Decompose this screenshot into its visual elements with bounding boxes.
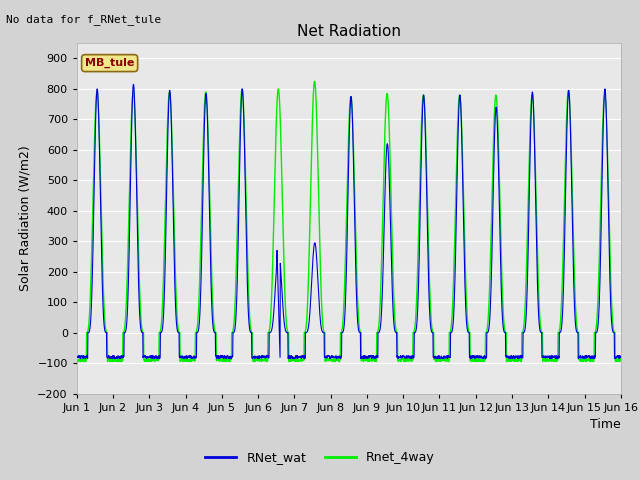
Text: No data for f_RNet_tule: No data for f_RNet_tule	[6, 14, 162, 25]
Legend: RNet_wat, Rnet_4way: RNet_wat, Rnet_4way	[200, 446, 440, 469]
Y-axis label: Solar Radiation (W/m2): Solar Radiation (W/m2)	[19, 145, 32, 291]
X-axis label: Time: Time	[590, 418, 621, 431]
Text: MB_tule: MB_tule	[85, 58, 134, 68]
Title: Net Radiation: Net Radiation	[297, 24, 401, 39]
